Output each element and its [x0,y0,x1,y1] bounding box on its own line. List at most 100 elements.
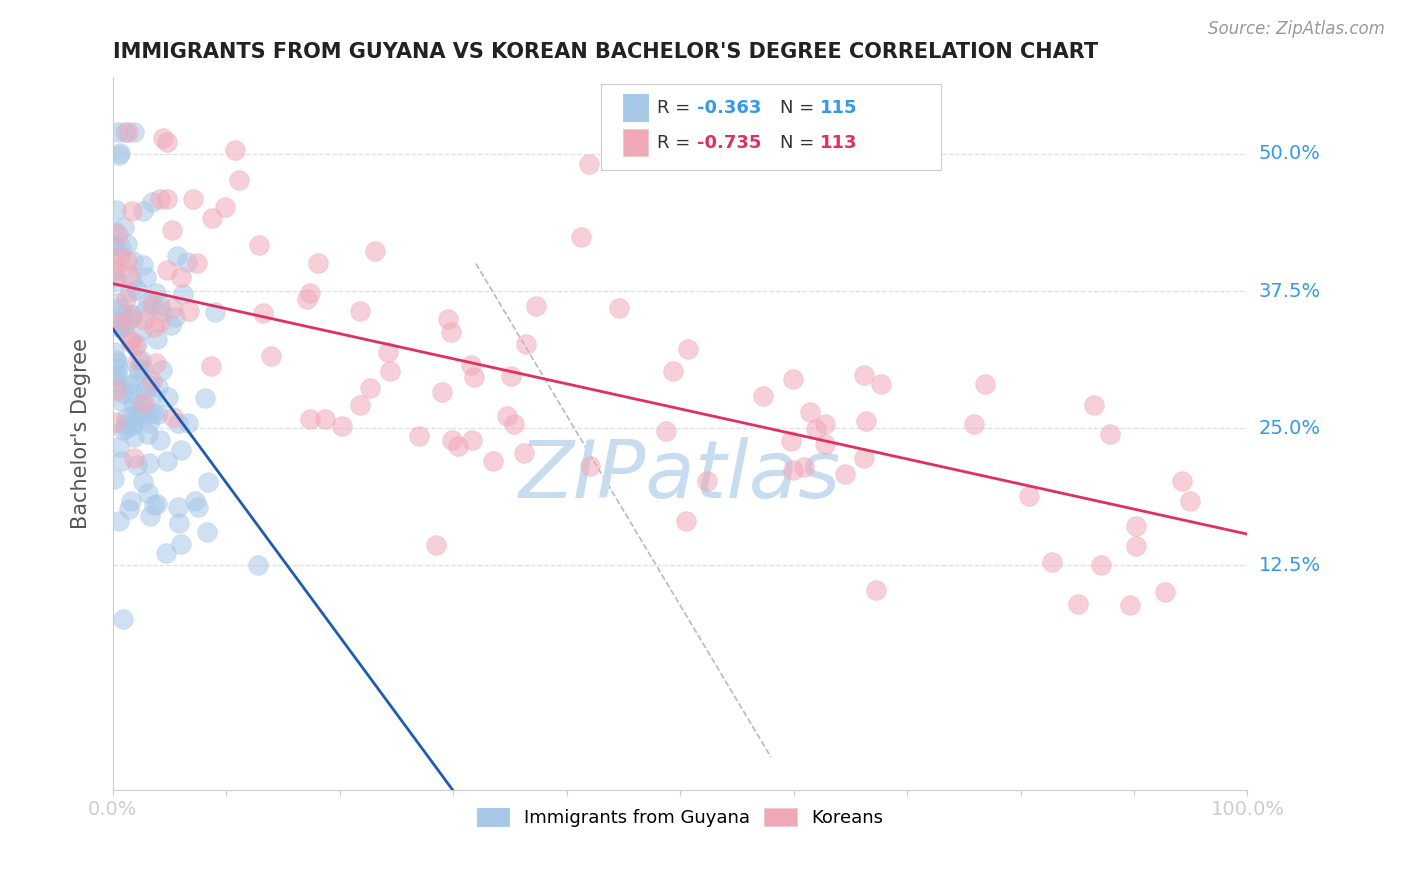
Point [103,238,125,252]
Point [177,416,200,430]
Point [121,417,143,432]
Point [103,256,125,270]
Point [149,298,172,312]
Point [112,423,135,437]
Point [131,322,153,336]
Point [104,262,127,277]
Point [307,255,329,269]
Point [127,361,149,376]
Point [114,417,136,432]
Point [107,125,129,139]
Point [143,499,166,513]
Text: 50.0%: 50.0% [1258,145,1320,163]
Point [139,407,162,421]
Text: N =: N = [780,135,820,153]
FancyBboxPatch shape [623,128,648,155]
Point [172,287,194,301]
Point [183,192,205,206]
Point [107,148,129,162]
Point [853,368,876,383]
Legend: Immigrants from Guyana, Koreans: Immigrants from Guyana, Koreans [470,801,890,834]
Point [129,397,152,411]
Point [110,394,132,409]
Point [110,240,132,254]
Point [408,428,430,442]
Point [200,359,222,373]
Point [461,433,484,447]
Point [176,255,198,269]
Point [134,302,156,317]
Point [136,295,159,310]
Point [689,128,711,143]
Point [124,376,146,391]
Point [1067,597,1090,611]
Point [141,195,163,210]
Point [676,342,699,356]
Point [121,275,143,289]
Point [1099,426,1122,441]
Point [115,292,138,306]
Point [105,383,128,397]
Point [349,303,371,318]
Point [110,321,132,335]
Point [460,358,482,372]
Point [166,249,188,263]
Point [118,377,141,392]
Point [108,314,131,328]
Point [150,304,173,318]
Point [122,253,145,268]
Point [578,157,600,171]
Point [298,411,321,425]
Point [571,230,593,244]
Text: IMMIGRANTS FROM GUYANA VS KOREAN BACHELOR'S DEGREE CORRELATION CHART: IMMIGRANTS FROM GUYANA VS KOREAN BACHELO… [112,42,1098,62]
Point [481,454,503,468]
Point [128,402,150,417]
Text: N =: N = [780,99,820,117]
Point [141,297,163,311]
Point [377,345,399,359]
Point [124,339,146,353]
Point [260,349,283,363]
Point [117,254,139,268]
Point [104,274,127,288]
Point [793,460,815,475]
Point [148,407,170,421]
Text: R =: R = [658,99,696,117]
Point [108,249,131,263]
Point [135,269,157,284]
Point [160,318,183,332]
Point [1154,585,1177,599]
FancyBboxPatch shape [623,95,648,121]
Point [162,301,184,315]
Point [799,405,821,419]
Text: 113: 113 [820,135,858,153]
Point [963,417,986,432]
Point [138,456,160,470]
Point [107,227,129,241]
Point [108,146,131,161]
Point [184,493,207,508]
Point [145,356,167,370]
Point [162,409,184,424]
Point [1090,558,1112,573]
Point [120,335,142,350]
Point [107,356,129,370]
Y-axis label: Bachelor's Degree: Bachelor's Degree [72,338,91,529]
Point [152,363,174,377]
Point [105,377,128,392]
Point [122,125,145,139]
FancyBboxPatch shape [600,85,941,169]
Point [214,200,236,214]
Point [447,438,470,452]
Point [655,424,678,438]
Point [440,325,463,339]
Point [156,262,179,277]
Point [378,364,401,378]
Text: ZIPatlas: ZIPatlas [519,437,841,516]
Point [108,315,131,329]
Point [156,390,179,404]
Point [865,583,887,598]
Point [513,446,536,460]
Point [834,467,856,481]
Point [138,416,160,430]
